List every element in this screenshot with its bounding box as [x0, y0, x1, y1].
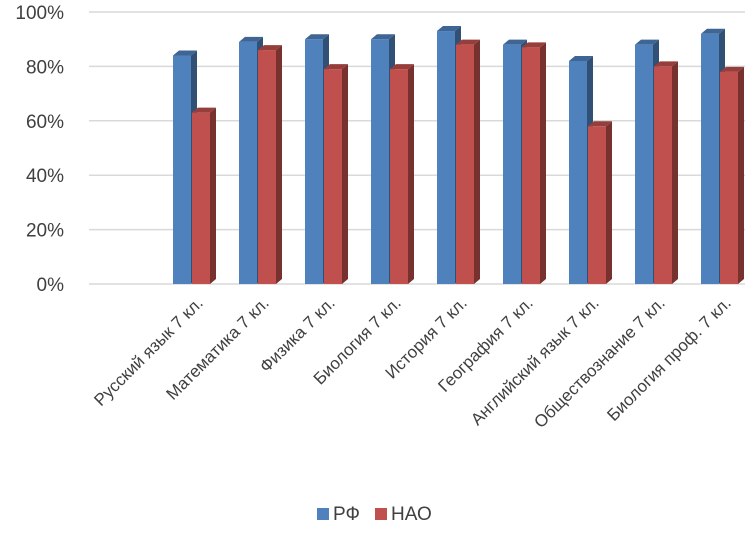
- bar-front: [173, 55, 191, 284]
- bar-top: [324, 64, 348, 70]
- bar-front: [324, 69, 342, 285]
- bar-front: [720, 71, 738, 284]
- bar-side: [672, 61, 678, 285]
- x-tick-label: Биология проф. 7 кл.: [603, 293, 734, 424]
- bar-top: [503, 39, 527, 45]
- bar-side: [210, 107, 216, 284]
- bar-front: [456, 44, 474, 284]
- x-tick-label: Русский язык 7 кл.: [90, 293, 206, 409]
- bar-top: [390, 64, 414, 70]
- y-tick-label: 0%: [37, 275, 65, 296]
- bar-side: [606, 121, 612, 285]
- bar-top: [305, 34, 329, 40]
- y-tick-label: 100%: [15, 3, 64, 24]
- bar-top: [720, 66, 744, 72]
- bar-nao: [192, 107, 216, 284]
- x-tick-label: Обществознание 7 кл.: [530, 293, 668, 431]
- bar-front: [258, 50, 276, 284]
- bar-front: [701, 33, 719, 285]
- bar-front: [635, 44, 653, 284]
- legend-swatch: [317, 508, 329, 520]
- bar-top: [456, 39, 480, 45]
- bar-front: [371, 39, 389, 285]
- bar-side: [276, 45, 282, 284]
- bar-top: [654, 61, 678, 67]
- bar-front: [569, 60, 587, 285]
- bar-side: [474, 39, 480, 284]
- bar-top: [569, 55, 593, 61]
- y-tick-label: 60%: [26, 112, 64, 133]
- bar-front: [390, 69, 408, 285]
- bar-top: [173, 50, 197, 56]
- bar-top: [371, 34, 395, 40]
- bar-front: [588, 126, 606, 285]
- bar-side: [408, 64, 414, 285]
- legend-label: НАО: [391, 504, 432, 525]
- bar-top: [522, 42, 546, 48]
- bar-front: [503, 44, 521, 284]
- bar-front: [437, 31, 455, 285]
- y-tick-label: 40%: [26, 166, 64, 187]
- y-tick-label: 20%: [26, 221, 64, 242]
- bar-top: [701, 28, 725, 34]
- bar-nao: [720, 66, 744, 284]
- bar-side: [342, 64, 348, 285]
- bar-nao: [654, 61, 678, 285]
- bar-nao: [390, 64, 414, 285]
- y-tick-label: 80%: [26, 57, 64, 78]
- bar-front: [192, 112, 210, 284]
- bar-top: [258, 45, 282, 51]
- bar-top: [437, 26, 461, 32]
- bar-top: [192, 107, 216, 113]
- bar-nao: [258, 45, 282, 284]
- bar-nao: [522, 42, 546, 284]
- bar-top: [588, 121, 612, 127]
- legend-item: РФ: [317, 504, 360, 525]
- legend-item: НАО: [375, 504, 432, 525]
- bar-nao: [456, 39, 480, 284]
- legend-swatch: [375, 508, 387, 520]
- bar-front: [239, 41, 257, 284]
- bar-side: [738, 66, 744, 284]
- bar-nao: [588, 121, 612, 285]
- bar-top: [635, 39, 659, 45]
- x-tick-label: Английский язык 7 кл.: [467, 293, 603, 429]
- legend-label: РФ: [333, 504, 360, 525]
- bar-front: [305, 39, 323, 285]
- bar-side: [540, 42, 546, 284]
- bar-front: [654, 66, 672, 285]
- bar-nao: [324, 64, 348, 285]
- bar-front: [522, 47, 540, 284]
- bar-top: [239, 36, 263, 42]
